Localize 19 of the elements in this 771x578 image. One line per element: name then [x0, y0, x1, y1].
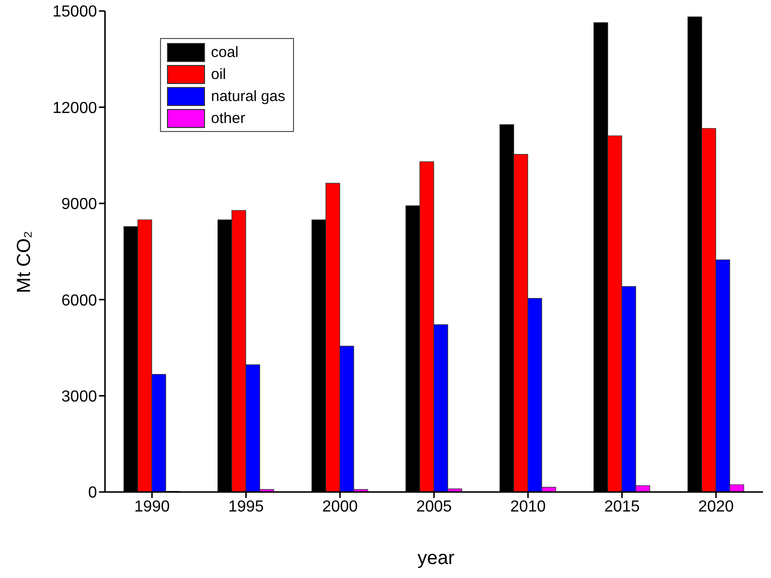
x-tick-label: 1990	[134, 498, 170, 516]
y-tick-label: 12000	[52, 100, 98, 117]
legend-label: natural gas	[211, 88, 286, 104]
legend-label: other	[211, 110, 246, 126]
x-tick-label: 2005	[416, 498, 452, 516]
y-tick-label: 0	[88, 484, 98, 502]
y-tick-label: 15000	[52, 4, 98, 21]
x-tick-label: 2010	[510, 498, 546, 516]
x-tick-label: 2000	[322, 498, 358, 516]
x-tick-label: 1995	[228, 498, 264, 516]
legend-label: oil	[211, 66, 226, 82]
x-tick-label: 2020	[698, 498, 734, 516]
y-axis-title: Mt CO₂	[14, 230, 35, 294]
legend-label: coal	[211, 44, 239, 60]
x-axis-title: year	[418, 548, 456, 569]
y-tick-label: 6000	[61, 292, 98, 310]
x-tick-label: 2015	[604, 498, 640, 516]
y-tick-label: 3000	[61, 388, 98, 406]
y-tick-label: 9000	[61, 196, 98, 214]
